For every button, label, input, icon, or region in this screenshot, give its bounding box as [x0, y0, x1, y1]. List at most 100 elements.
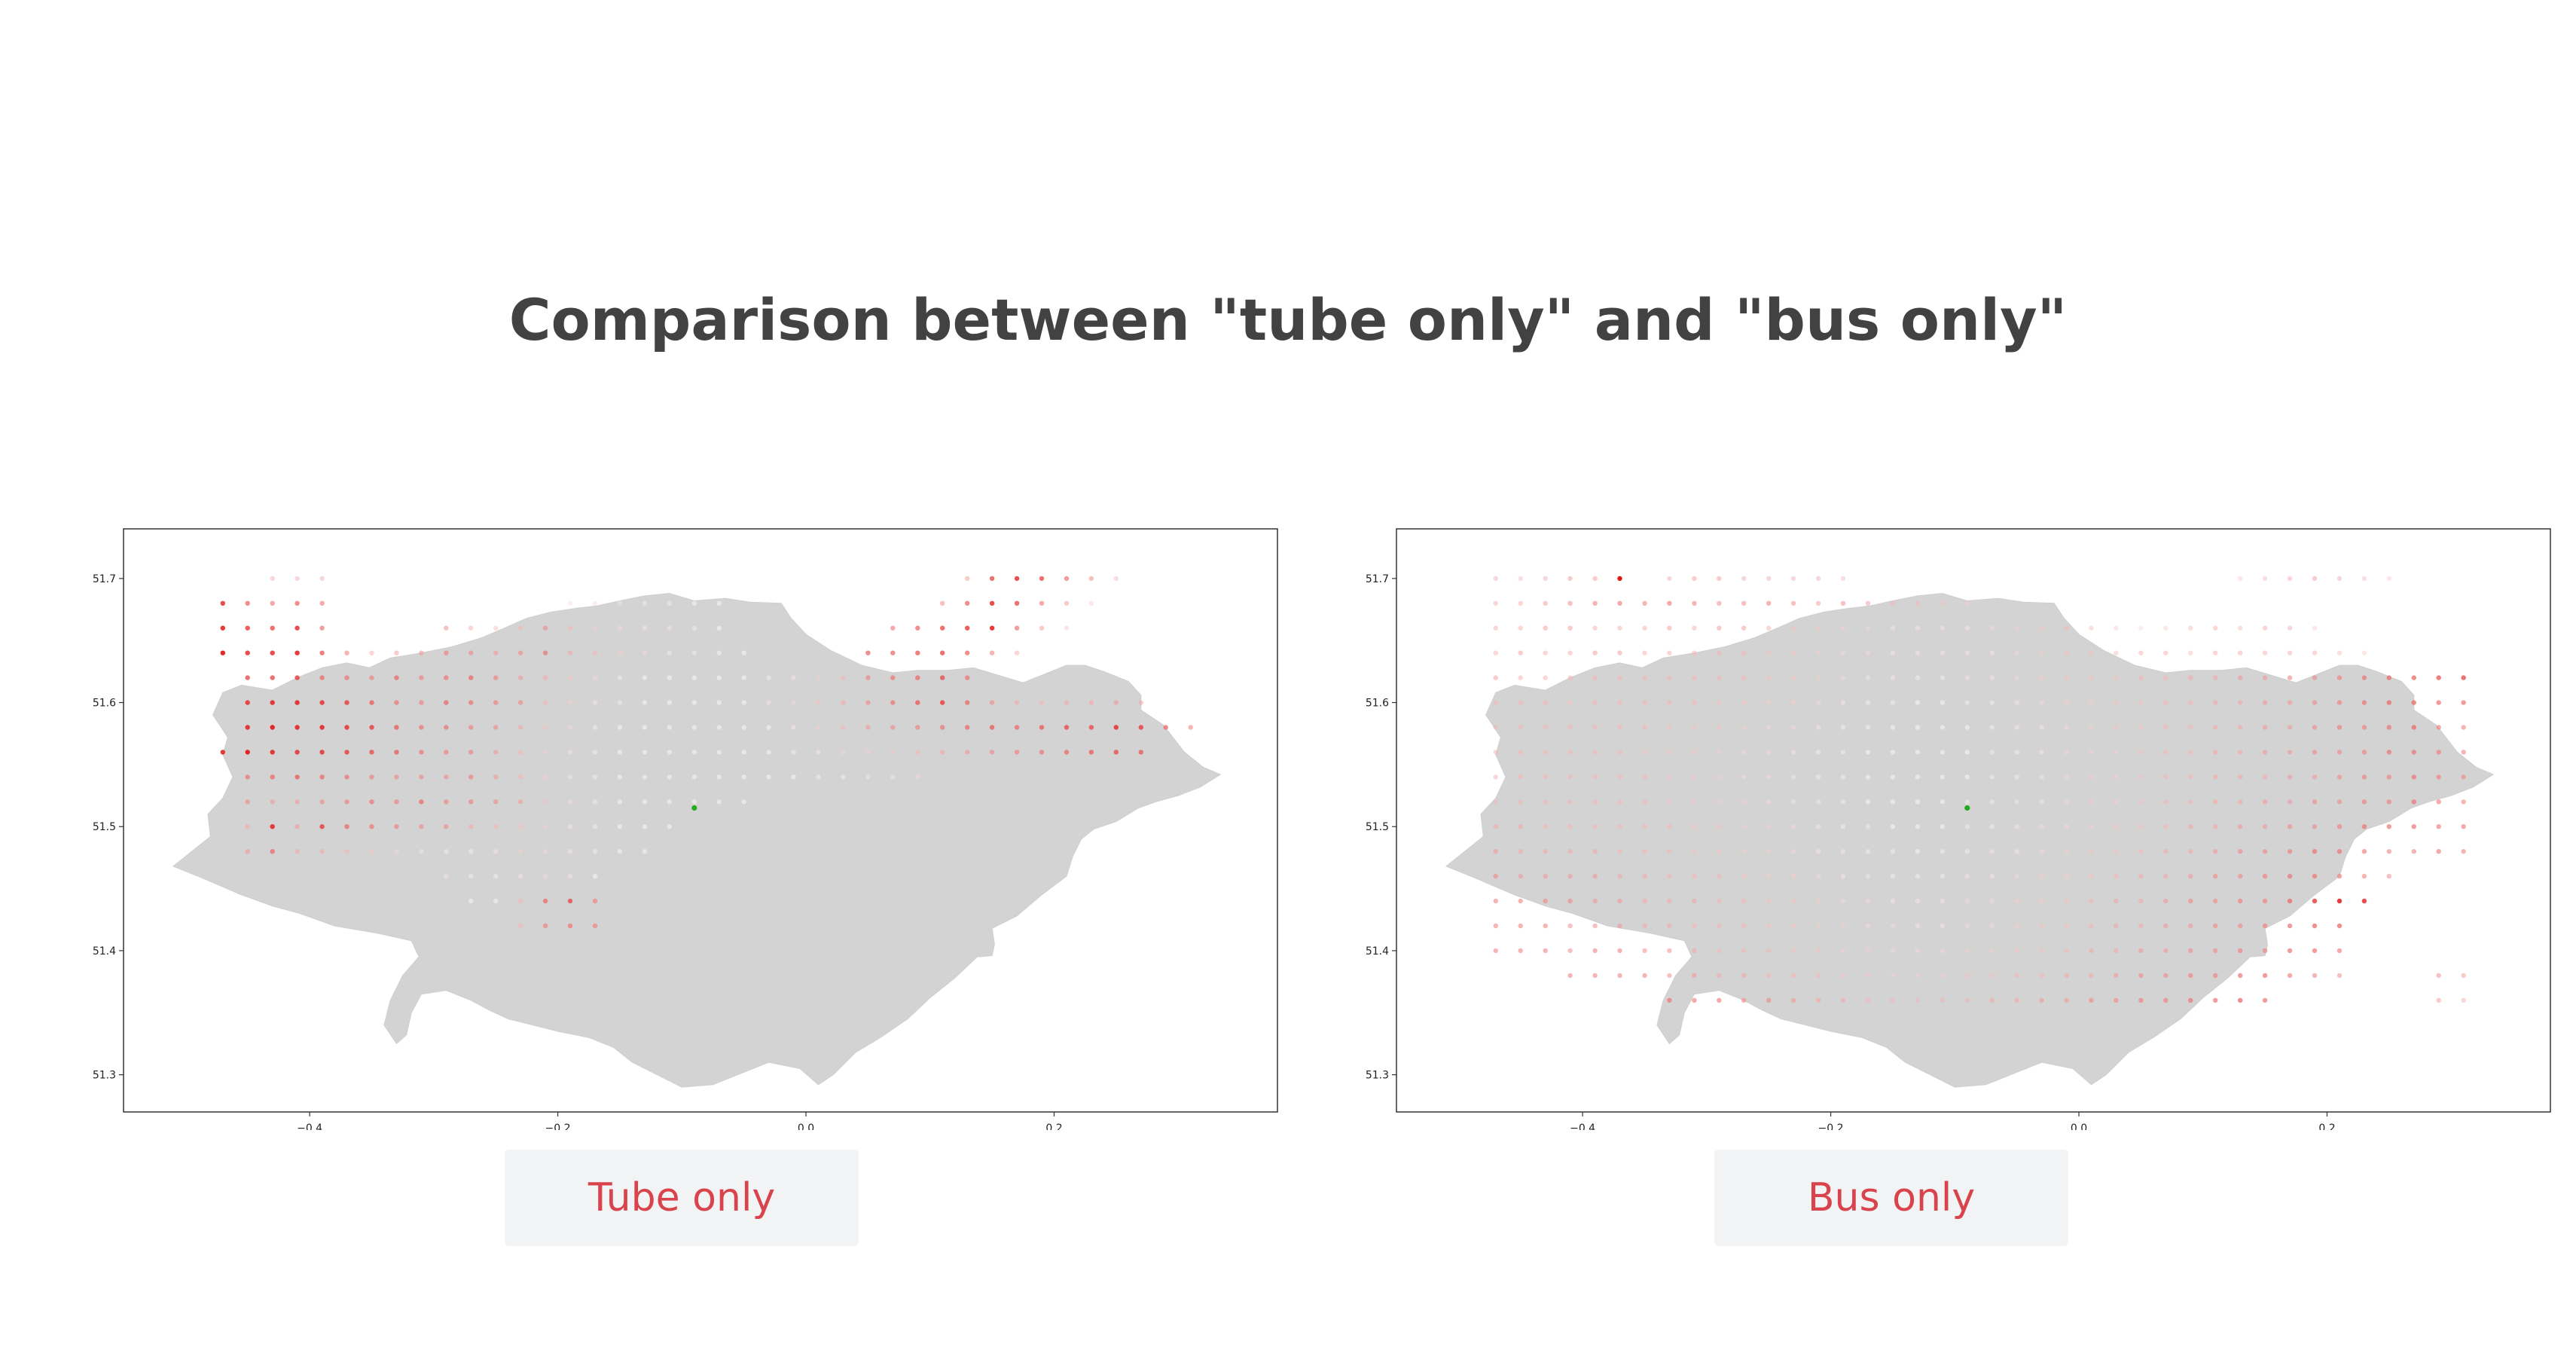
data-point [1592, 948, 1598, 954]
data-point [517, 625, 523, 631]
data-point [1642, 774, 1647, 780]
data-point [1865, 799, 1871, 805]
data-point [1543, 576, 1548, 582]
data-point [642, 725, 648, 730]
data-point [1964, 725, 1970, 730]
data-point [1766, 774, 1772, 780]
data-point [1890, 675, 1896, 680]
data-point [1592, 923, 1598, 929]
data-point [1840, 824, 1846, 829]
data-point [1790, 600, 1796, 606]
data-point [1741, 625, 1747, 631]
data-point [1667, 923, 1672, 929]
data-point [2114, 750, 2119, 755]
data-point [2213, 948, 2218, 954]
data-point [2262, 675, 2268, 680]
data-point [1567, 700, 1573, 705]
data-point [1741, 675, 1747, 680]
data-point [2064, 873, 2069, 879]
data-point [2188, 774, 2193, 780]
data-point [1865, 725, 1871, 730]
data-point [1815, 625, 1821, 631]
data-point [2014, 824, 2019, 829]
data-point [2138, 973, 2144, 979]
data-point [517, 700, 523, 705]
data-point [667, 600, 672, 606]
x-tick-label: −0.4 [1570, 1122, 1595, 1130]
data-point [2238, 948, 2243, 954]
data-point [2039, 750, 2044, 755]
data-point [1766, 650, 1772, 655]
data-point [890, 774, 896, 780]
data-point [2336, 948, 2343, 954]
data-point [841, 774, 846, 780]
data-point [2312, 923, 2318, 929]
data-point [2312, 824, 2318, 829]
data-point [1790, 824, 1796, 829]
data-point [1790, 675, 1796, 680]
data-point [691, 650, 697, 655]
data-point [2188, 873, 2193, 879]
data-point [1940, 650, 1945, 655]
data-point [915, 750, 920, 755]
data-point [1865, 750, 1871, 755]
data-point [1865, 625, 1871, 631]
data-point [2386, 750, 2391, 755]
data-point [1667, 997, 1672, 1003]
data-point [444, 625, 449, 631]
data-point [1493, 824, 1498, 829]
data-point [766, 750, 771, 755]
data-point [270, 650, 275, 655]
data-point [2386, 873, 2391, 879]
data-point [1717, 675, 1722, 680]
data-point [841, 725, 846, 730]
data-point [1592, 799, 1598, 805]
data-point [567, 774, 573, 780]
data-point [1940, 675, 1945, 680]
data-point [915, 650, 920, 655]
data-point [319, 625, 325, 631]
data-point [1113, 750, 1119, 755]
data-point [1815, 576, 1821, 582]
data-point [2287, 725, 2293, 730]
data-point [592, 675, 598, 680]
data-point [1692, 725, 1697, 730]
data-point [667, 774, 672, 780]
data-point [1543, 873, 1548, 879]
data-point [1518, 824, 1523, 829]
data-point [716, 750, 722, 755]
data-point [841, 700, 846, 705]
data-point [1518, 750, 1523, 755]
data-point [965, 750, 970, 755]
data-point [1518, 898, 1523, 904]
data-point [1940, 849, 1945, 854]
data-point [716, 625, 722, 631]
data-point [1667, 675, 1672, 680]
data-point [2411, 824, 2416, 829]
data-point [2213, 700, 2218, 705]
data-point [2089, 849, 2094, 854]
y-tick-label: 51.5 [93, 821, 116, 833]
data-point [2312, 948, 2318, 954]
data-point [295, 774, 300, 780]
y-tick-label: 51.3 [1366, 1070, 1389, 1082]
data-point [344, 849, 349, 854]
data-point [2336, 898, 2343, 904]
data-point [2213, 774, 2218, 780]
data-point [1890, 923, 1896, 929]
data-point [2336, 973, 2343, 979]
data-point [1493, 948, 1498, 954]
data-point [1543, 898, 1548, 904]
data-point [1592, 898, 1598, 904]
data-point [791, 700, 796, 705]
data-point [1890, 849, 1896, 854]
data-point [989, 650, 995, 655]
data-point [617, 824, 623, 829]
data-point [2114, 799, 2119, 805]
data-point [2336, 923, 2343, 929]
data-point [1617, 923, 1622, 929]
data-point [1518, 923, 1523, 929]
data-point [741, 799, 746, 805]
data-point [2436, 849, 2441, 854]
data-point [493, 898, 499, 904]
